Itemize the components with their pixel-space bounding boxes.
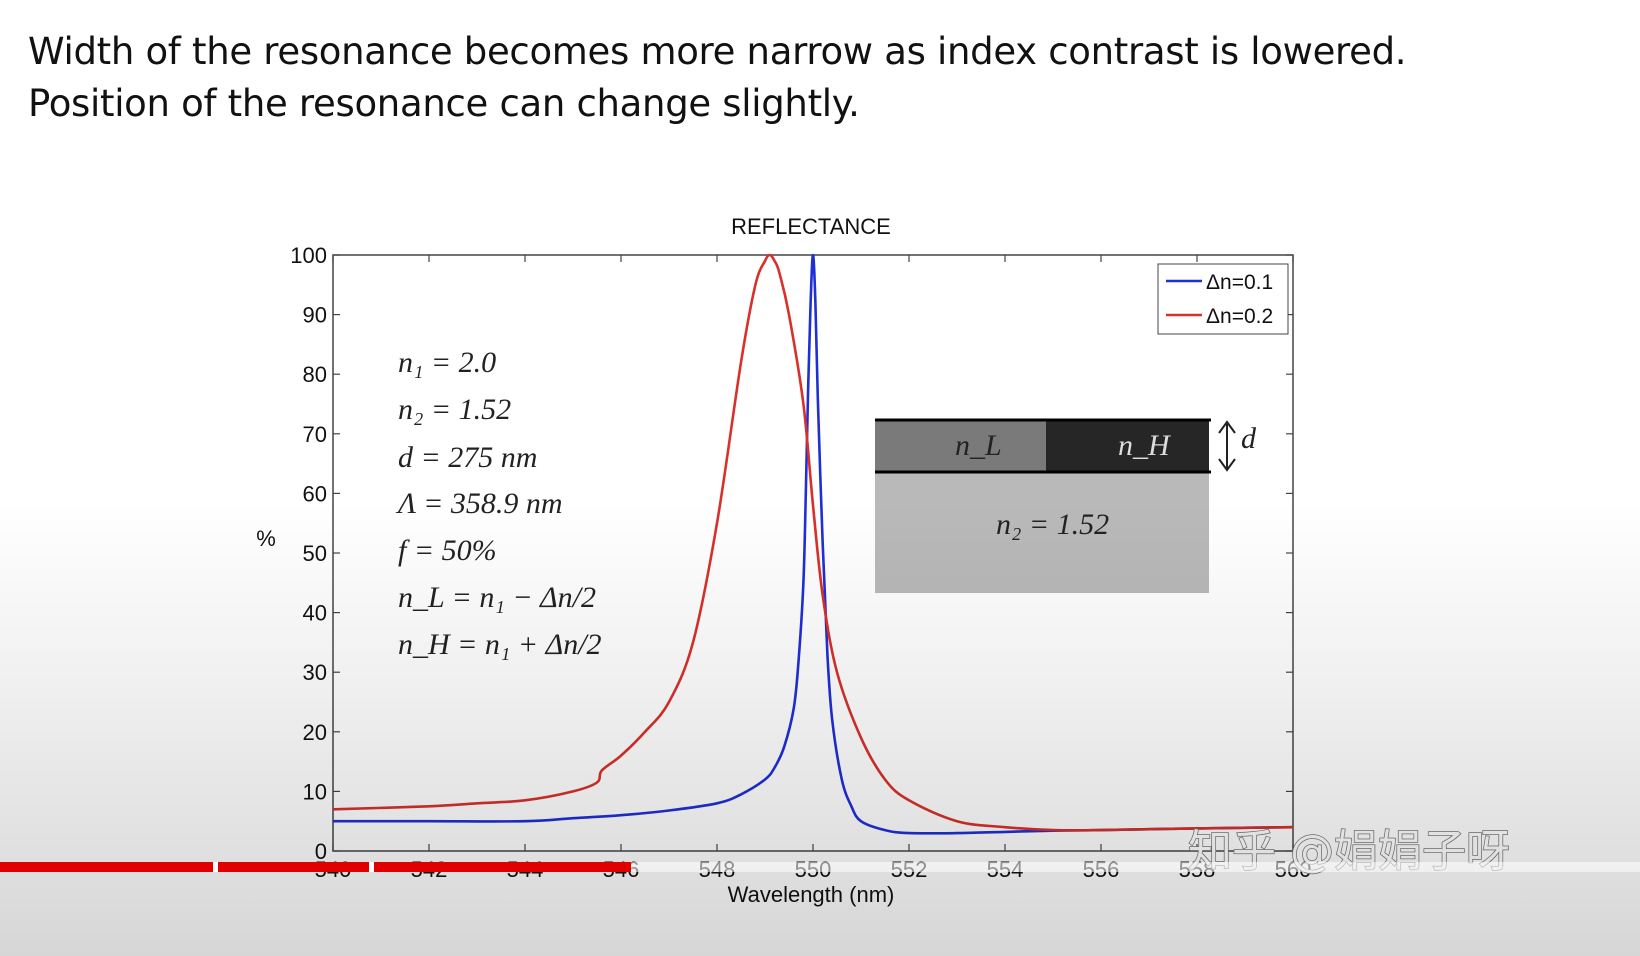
x-axis-label: Wavelength (nm) <box>728 882 895 907</box>
param-nl: n_L = n₁ − Δn/2 <box>398 581 596 614</box>
series-layer <box>332 253 1294 835</box>
chart-title: REFLECTANCE <box>731 214 891 239</box>
series-line-dn01 <box>333 253 1294 835</box>
param-n2: n₂ = 1.52 <box>398 393 511 426</box>
param-fill-factor: f = 50% <box>398 534 497 567</box>
y-tick-label-30: 30 <box>303 660 327 685</box>
layer-low-index <box>875 420 1046 472</box>
param-d: d = 275 nm <box>398 441 537 474</box>
video-progress-fill <box>0 862 632 872</box>
y-axis-label: % <box>256 526 276 551</box>
label-low-index: n_L <box>955 429 1002 462</box>
y-tick-label-20: 20 <box>303 720 327 745</box>
label-thickness: d <box>1241 422 1257 455</box>
param-n1: n₁ = 2.0 <box>398 346 496 379</box>
progress-chapter-gap <box>213 862 219 872</box>
slide-headline-2: Position of the resonance can change sli… <box>28 82 860 125</box>
slide-headline-1: Width of the resonance becomes more narr… <box>28 30 1407 73</box>
series-line-dn02 <box>332 253 1294 832</box>
param-period: Λ = 358.9 nm <box>395 487 563 520</box>
legend-box <box>1157 263 1289 335</box>
layer-high-index <box>1046 420 1209 472</box>
legend-label-dn01: Δn=0.1 <box>1206 271 1273 294</box>
video-progress-bar[interactable] <box>0 862 1640 872</box>
y-tick-label-100: 100 <box>290 243 327 268</box>
substrate-block <box>875 472 1209 593</box>
legend-label-dn02: Δn=0.2 <box>1206 305 1273 328</box>
y-tick-label-90: 90 <box>303 303 327 328</box>
y-tick-label-50: 50 <box>303 541 327 566</box>
y-tick-label-70: 70 <box>303 422 327 447</box>
y-tick-label-10: 10 <box>303 779 327 804</box>
label-substrate: n₂ = 1.52 <box>996 508 1109 541</box>
y-axis: 0 10 20 30 40 50 60 70 80 90 100 <box>290 243 1293 864</box>
grating-inset: n_L n_H n₂ = 1.52 d <box>875 418 1257 593</box>
parameter-list: n₁ = 2.0 n₂ = 1.52 d = 275 nm Λ = 358.9 … <box>395 346 602 661</box>
param-nh: n_H = n₁ + Δn/2 <box>398 628 602 661</box>
y-tick-label-60: 60 <box>303 481 327 506</box>
y-tick-label-40: 40 <box>303 601 327 626</box>
label-high-index: n_H <box>1118 429 1172 462</box>
progress-chapter-gap <box>369 862 374 872</box>
y-tick-label-80: 80 <box>303 362 327 387</box>
y-tick-label-0: 0 <box>315 839 327 864</box>
thickness-arrow-icon <box>1218 420 1236 472</box>
legend: Δn=0.1 Δn=0.2 <box>1157 263 1289 335</box>
